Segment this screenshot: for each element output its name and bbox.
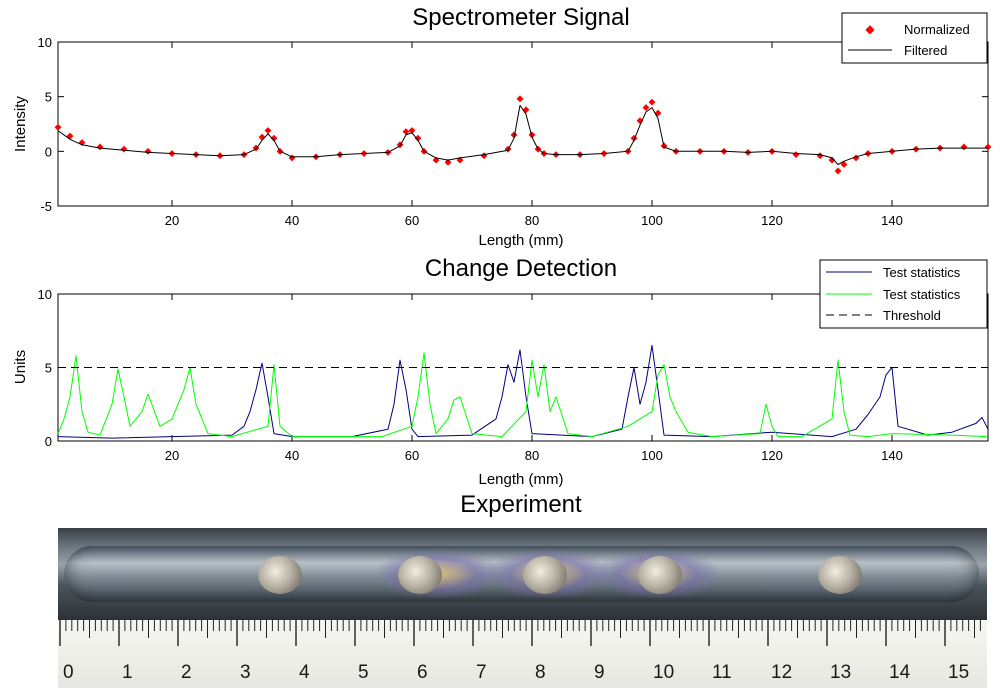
y-tick-label: -5 xyxy=(40,199,52,214)
ruler-number: 3 xyxy=(240,662,251,683)
x-tick-label: 100 xyxy=(641,448,663,463)
ruler-number: 11 xyxy=(712,662,732,683)
chart2-title: Change Detection xyxy=(425,255,617,282)
test-statistics-line-0 xyxy=(57,344,989,439)
legend-normalized-marker: ◆ xyxy=(865,22,875,36)
chart1-x-ticks: 20 40 60 80 100 120 140 xyxy=(165,42,903,228)
ruler-number: 12 xyxy=(771,662,792,683)
normalized-point xyxy=(648,98,656,106)
ruler-ticks xyxy=(59,620,981,646)
legend-test-stat-blue-label: Test statistics xyxy=(883,265,961,280)
ruler-number: 15 xyxy=(948,662,969,683)
weld-defect xyxy=(398,556,442,594)
legend-test-stat-green-label: Test statistics xyxy=(883,287,961,302)
y-tick-label: 10 xyxy=(38,35,52,50)
ruler-number: 9 xyxy=(594,662,605,683)
ruler-number: 14 xyxy=(889,662,911,683)
normalized-point xyxy=(840,161,848,168)
chart1-legend-box xyxy=(841,12,988,64)
x-tick-label: 40 xyxy=(285,448,299,463)
normalized-point xyxy=(516,95,524,103)
ruler-number: 8 xyxy=(535,662,546,683)
spectrometer-chart: Spectrometer Signal -5 0 5 10 20 40 60 80 100 12… xyxy=(12,4,992,249)
chart1-marks xyxy=(54,95,992,175)
ruler-number: 4 xyxy=(299,662,310,683)
experiment-photo: 0 1 2 3 4 5 6 7 8 9 10 11 12 13 14 15 xyxy=(58,528,987,688)
chart2-y-ticks: 0 5 10 xyxy=(38,287,988,449)
legend-threshold-label: Threshold xyxy=(883,308,941,323)
y-tick-label: 5 xyxy=(45,90,52,105)
ruler-labels: 0 1 2 3 4 5 6 7 8 9 10 11 12 13 14 15 xyxy=(63,662,969,683)
ruler: 0 1 2 3 4 5 6 7 8 9 10 11 12 13 14 15 xyxy=(58,620,987,688)
chart2-legend: Test statistics Test statistics Threshol… xyxy=(819,259,988,329)
x-tick-label: 140 xyxy=(881,213,903,228)
ruler-number: 6 xyxy=(417,662,428,683)
weld-defect xyxy=(638,556,682,594)
x-tick-label: 140 xyxy=(881,448,903,463)
chart1-x-axis-label: Length (mm) xyxy=(478,232,563,249)
ruler-number: 2 xyxy=(181,662,192,683)
normalized-point xyxy=(654,109,662,117)
normalized-point xyxy=(828,156,836,164)
normalized-point xyxy=(444,158,452,166)
chart1-legend: ◆ Normalized Filtered xyxy=(841,12,988,64)
legend-filtered-label: Filtered xyxy=(904,43,947,58)
ruler-number: 5 xyxy=(358,662,369,683)
weld-defect xyxy=(258,556,302,594)
ruler-number: 1 xyxy=(122,662,133,683)
x-tick-label: 100 xyxy=(641,213,663,228)
chart2-y-axis-label: Units xyxy=(12,350,29,384)
y-tick-label: 0 xyxy=(45,144,52,159)
ruler-number: 10 xyxy=(653,662,674,683)
ruler-number: 13 xyxy=(830,662,851,683)
y-tick-label: 5 xyxy=(45,361,52,376)
ruler-graphic: 0 1 2 3 4 5 6 7 8 9 10 11 12 13 14 15 xyxy=(59,620,981,683)
weld-defect xyxy=(818,556,862,594)
chart1-title: Spectrometer Signal xyxy=(412,4,629,31)
weld-defect xyxy=(523,556,567,594)
x-tick-label: 80 xyxy=(525,448,539,463)
chart2-marks xyxy=(57,344,989,439)
test-statistics-line-1 xyxy=(57,352,989,438)
chart1-plot-area xyxy=(57,41,989,207)
x-tick-label: 120 xyxy=(761,213,783,228)
ruler-number: 0 xyxy=(63,662,74,683)
x-tick-label: 40 xyxy=(285,213,299,228)
experiment-title: Experiment xyxy=(460,491,582,518)
x-tick-label: 120 xyxy=(761,448,783,463)
ruler-number: 7 xyxy=(476,662,487,683)
x-tick-label: 60 xyxy=(405,213,419,228)
chart2-x-axis-label: Length (mm) xyxy=(478,471,563,488)
normalized-point xyxy=(54,123,62,131)
chart2-x-ticks: 20 40 60 80 100 120 140 xyxy=(165,294,903,463)
x-tick-label: 20 xyxy=(165,213,179,228)
x-tick-label: 60 xyxy=(405,448,419,463)
filtered-line xyxy=(57,104,988,165)
normalized-point xyxy=(642,104,650,112)
legend-normalized-label: Normalized xyxy=(904,22,970,37)
x-tick-label: 20 xyxy=(165,448,179,463)
x-tick-label: 80 xyxy=(525,213,539,228)
normalized-point xyxy=(408,127,416,134)
chart1-y-axis-label: Intensity xyxy=(12,96,29,152)
y-tick-label: 0 xyxy=(45,434,52,449)
chart1-y-ticks: -5 0 5 10 xyxy=(38,35,988,214)
normalized-point xyxy=(834,167,842,175)
y-tick-label: 10 xyxy=(38,287,52,302)
